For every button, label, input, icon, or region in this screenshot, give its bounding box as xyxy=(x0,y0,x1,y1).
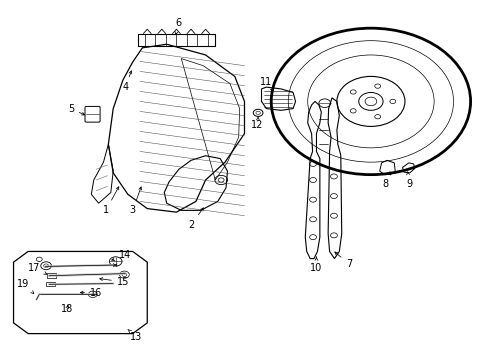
Text: 16: 16 xyxy=(80,288,102,297)
Text: 15: 15 xyxy=(100,277,129,287)
Text: 19: 19 xyxy=(17,279,34,294)
Text: 13: 13 xyxy=(128,329,142,342)
Text: 17: 17 xyxy=(28,262,47,274)
Text: 5: 5 xyxy=(68,104,84,115)
Text: 11: 11 xyxy=(260,77,273,91)
Bar xyxy=(46,282,55,286)
Text: 9: 9 xyxy=(406,172,412,189)
Text: 1: 1 xyxy=(102,187,119,215)
Text: 14: 14 xyxy=(112,250,131,261)
Text: 8: 8 xyxy=(382,172,389,189)
Text: 7: 7 xyxy=(334,252,351,269)
Text: 18: 18 xyxy=(61,303,73,314)
Bar xyxy=(46,273,56,278)
Text: 2: 2 xyxy=(187,208,203,230)
Text: 12: 12 xyxy=(251,117,264,130)
Text: 3: 3 xyxy=(129,187,141,215)
Text: 4: 4 xyxy=(122,71,131,92)
Text: 6: 6 xyxy=(175,18,182,35)
Text: 10: 10 xyxy=(310,257,322,273)
